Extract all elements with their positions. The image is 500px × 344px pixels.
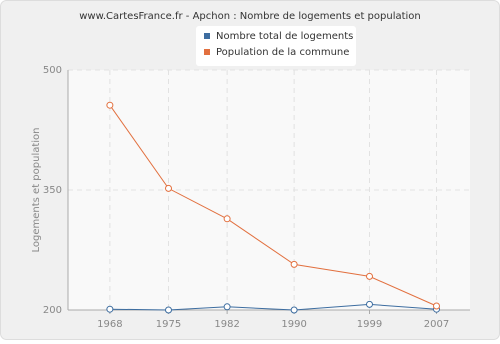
x-tick-label: 1982 — [214, 319, 239, 330]
data-point — [223, 303, 231, 311]
x-tick-label: 1968 — [97, 319, 122, 330]
x-tick-label: 1999 — [357, 319, 382, 330]
x-tick-label: 1975 — [156, 319, 181, 330]
data-point — [106, 305, 114, 313]
series-line — [109, 303, 437, 311]
legend-swatch — [204, 49, 210, 55]
y-tick-label: 500 — [43, 65, 62, 76]
y-tick-label: 200 — [43, 305, 62, 316]
series-line — [109, 104, 437, 307]
chart-title: www.CartesFrance.fr - Apchon : Nombre de… — [79, 11, 421, 22]
data-point — [366, 272, 373, 280]
data-point — [106, 101, 114, 109]
x-tick-label: 1990 — [281, 319, 306, 330]
data-point — [433, 302, 440, 310]
legend-label: Population de la commune — [216, 47, 349, 58]
x-tick-label: 2007 — [424, 319, 449, 330]
legend — [196, 26, 356, 66]
data-point — [366, 300, 373, 308]
data-point — [223, 215, 231, 223]
data-point — [165, 184, 172, 192]
data-point — [290, 260, 298, 268]
y-tick-label: 350 — [43, 185, 62, 196]
data-point — [290, 306, 298, 314]
data-point — [165, 306, 172, 314]
legend-label: Nombre total de logements — [216, 31, 353, 42]
legend-swatch — [204, 33, 210, 39]
y-axis-label: Logements et population — [31, 127, 42, 252]
